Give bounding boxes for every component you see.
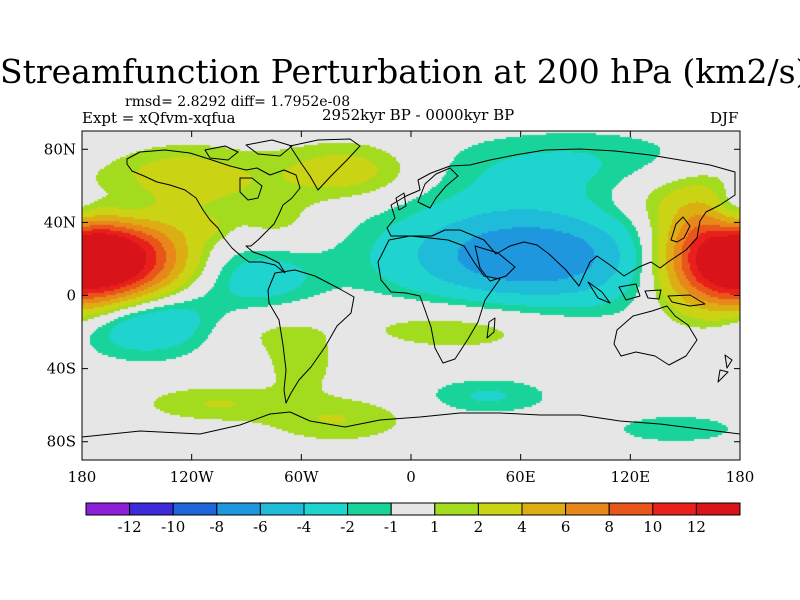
- colorbar-label: 8: [604, 518, 614, 536]
- y-tick-label: 40N: [44, 213, 76, 231]
- colorbar-swatch: [434, 502, 479, 516]
- colorbar-label: -10: [161, 518, 185, 536]
- x-tick-label: 120E: [611, 468, 651, 486]
- colorbar: -12 -10 -8 -6 -4 -2 -1 1 2 4 6 8 10 12: [85, 502, 741, 536]
- colorbar-swatch: [695, 502, 741, 516]
- y-tick-label: 80S: [47, 433, 76, 451]
- colorbar-label: 6: [561, 518, 571, 536]
- colorbar-swatch: [129, 502, 174, 516]
- x-tick-label: 60W: [284, 468, 319, 486]
- colorbar-swatch: [608, 502, 654, 516]
- chart-title: Streamfunction Perturbation at 200 hPa (…: [0, 52, 800, 91]
- colorbar-swatch: [477, 502, 523, 516]
- season-subtitle: DJF: [710, 109, 739, 127]
- coast-japan: [670, 216, 691, 243]
- contour-fill-image: [82, 131, 740, 460]
- coast-australia: [613, 305, 698, 366]
- colorbar-label: -6: [253, 518, 268, 536]
- coastlines: [82, 138, 740, 438]
- colorbar-swatch: [652, 502, 697, 516]
- colorbar-label: -1: [384, 518, 399, 536]
- coast-eurasia: [386, 148, 736, 287]
- y-tick-label: 0: [66, 287, 76, 305]
- rmsd-subtitle: rmsd= 2.8292 diff= 1.7952e-08: [125, 94, 351, 110]
- colorbar-label: 4: [517, 518, 527, 536]
- x-tick-label: 180: [68, 468, 97, 486]
- period-subtitle: 2952kyr BP - 0000kyr BP: [322, 106, 515, 124]
- colorbar-swatch: [303, 502, 349, 516]
- colorbar-label: 2: [474, 518, 484, 536]
- colorbar-label: -2: [340, 518, 355, 536]
- x-tick-label: 60E: [506, 468, 536, 486]
- colorbar-swatch: [347, 502, 392, 516]
- colorbar-label: -8: [209, 518, 224, 536]
- coast-madagascar: [486, 317, 496, 339]
- coast-south-america: [267, 269, 355, 404]
- coast-antarctica: [82, 411, 740, 438]
- colorbar-swatch: [259, 502, 305, 516]
- colorbar-swatch: [521, 502, 567, 516]
- coast-scandinavia: [417, 167, 459, 209]
- coast-north-america: [126, 149, 301, 274]
- x-tick-label: 0: [406, 468, 416, 486]
- colorbar-label: -12: [118, 518, 142, 536]
- colorbar-swatch: [565, 502, 610, 516]
- colorbar-label: 12: [687, 518, 706, 536]
- contour-field: [82, 131, 740, 460]
- colorbar-swatch: [216, 502, 261, 516]
- coast-maritime-continent: [587, 281, 706, 307]
- experiment-subtitle: Expt = xQfvm-xqfua: [82, 109, 236, 127]
- colorbar-label: 1: [430, 518, 440, 536]
- coast-hudson-bay: [239, 177, 263, 201]
- colorbar-swatch: [390, 502, 436, 516]
- y-tick-label: 80N: [44, 140, 76, 158]
- coast-britain: [395, 192, 407, 211]
- y-tick-label: 40S: [47, 360, 76, 378]
- x-tick-label: 120W: [170, 468, 215, 486]
- coast-africa: [377, 235, 501, 364]
- coast-arctic-islands: [204, 139, 293, 161]
- colorbar-swatch: [85, 502, 131, 516]
- colorbar-label: -4: [297, 518, 312, 536]
- axes: 180 120W 60W 0 60E 120E 180 80N 40N 0 40S 80S: [44, 131, 755, 486]
- colorbar-label: 10: [643, 518, 662, 536]
- coast-new-zealand: [717, 354, 733, 383]
- colorbar-swatch: [172, 502, 218, 516]
- x-tick-label: 180: [726, 468, 755, 486]
- coast-greenland: [289, 138, 361, 191]
- coast-arabia: [474, 245, 516, 282]
